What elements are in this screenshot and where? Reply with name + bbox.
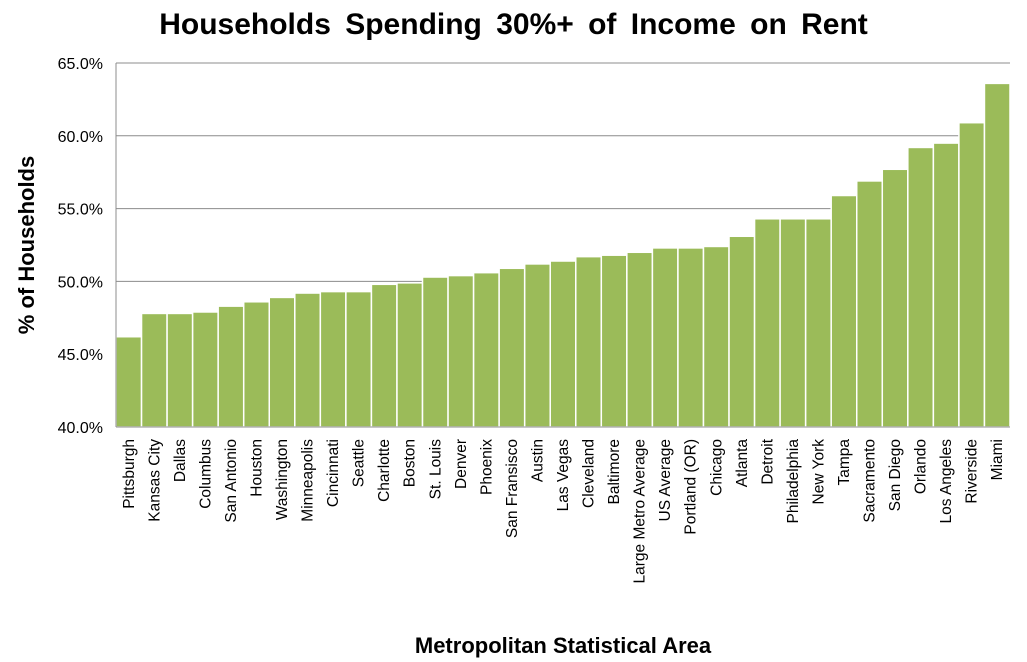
x-category-label: San Diego xyxy=(887,439,904,511)
bar xyxy=(907,146,935,428)
x-category-label: Pittsburgh xyxy=(121,439,138,509)
x-category-label: Detroit xyxy=(759,438,776,484)
x-category-label: Los Angeles xyxy=(938,439,955,524)
y-tick-label: 40.0% xyxy=(58,420,103,437)
bar xyxy=(217,305,245,428)
bar xyxy=(983,82,1011,428)
x-category-label: Large Metro Average xyxy=(632,439,649,583)
bar xyxy=(447,274,475,428)
x-category-label: Seattle xyxy=(351,439,368,487)
bar xyxy=(345,290,373,428)
bar xyxy=(242,301,271,428)
x-category-label: Denver xyxy=(453,439,470,489)
y-tick-label: 65.0% xyxy=(58,56,103,73)
bar xyxy=(421,276,449,428)
bar xyxy=(115,335,143,428)
bar xyxy=(779,218,807,428)
bar xyxy=(549,260,577,428)
x-category-label: Miami xyxy=(989,439,1006,480)
bar xyxy=(268,296,296,428)
x-category-label: Tampa xyxy=(836,439,853,486)
chart-title: Households Spending 30%+ of Income on Re… xyxy=(159,8,868,41)
x-category-label: Dallas xyxy=(172,439,189,482)
x-category-label: Philadelphia xyxy=(785,439,802,524)
x-category-label: Boston xyxy=(402,439,419,487)
x-category-label: Atlanta xyxy=(734,439,751,488)
x-category-label: US Average xyxy=(657,439,674,521)
x-axis-categories: Pittsburgh Kansas City Dallas Columbus San A… xyxy=(121,438,1006,583)
x-axis-title: Metropolitan Statistical Area xyxy=(415,633,712,658)
x-category-label: Minneapolis xyxy=(300,439,317,522)
x-category-label: San Antonio xyxy=(223,439,240,523)
x-category-label: Washington xyxy=(274,439,291,520)
bar xyxy=(575,255,603,428)
x-category-label: Cleveland xyxy=(581,439,598,508)
bar xyxy=(370,283,398,428)
bar xyxy=(958,121,986,428)
bar xyxy=(804,218,832,428)
y-tick-label: 45.0% xyxy=(58,347,103,364)
bar xyxy=(753,218,781,428)
y-axis-title: % of Households xyxy=(14,156,39,334)
x-category-label: Kansas City xyxy=(146,439,163,522)
x-category-label: Sacramento xyxy=(862,439,879,523)
y-tick-label: 55.0% xyxy=(58,202,103,219)
bar xyxy=(651,247,679,428)
bar xyxy=(677,247,705,428)
bar xyxy=(702,245,730,428)
x-category-label: Las Vegas xyxy=(555,439,572,512)
bar xyxy=(881,168,909,428)
x-category-label: Houston xyxy=(248,439,265,497)
bar xyxy=(626,251,654,428)
x-category-label: Cincinnati xyxy=(325,439,342,507)
bar xyxy=(523,263,551,428)
x-category-label: Charlotte xyxy=(376,439,393,502)
x-category-label: Baltimore xyxy=(606,439,623,504)
bar xyxy=(396,282,424,428)
x-category-label: Columbus xyxy=(197,439,214,509)
x-category-label: Portland (OR) xyxy=(683,439,700,535)
x-category-label: St. Louis xyxy=(427,439,444,500)
x-category-label: New York xyxy=(810,439,827,505)
y-axis-ticks: 40.0% 45.0% 50.0% 55.0% 60.0% 65.0% xyxy=(58,56,103,437)
x-category-label: Riverside xyxy=(964,439,981,504)
bar xyxy=(932,142,960,428)
x-category-label: Chicago xyxy=(708,439,725,496)
bar xyxy=(294,292,322,428)
x-category-label: Phoenix xyxy=(478,439,495,495)
bar xyxy=(140,312,168,428)
bar xyxy=(472,271,500,428)
x-category-label: Orlando xyxy=(913,439,930,494)
bar xyxy=(855,180,884,428)
bar xyxy=(830,194,858,428)
bars xyxy=(115,82,1011,428)
y-tick-label: 60.0% xyxy=(58,129,103,146)
bar xyxy=(498,267,526,428)
bar xyxy=(728,235,756,428)
bar xyxy=(319,290,347,428)
x-category-label: Austin xyxy=(529,439,546,482)
y-tick-label: 50.0% xyxy=(58,274,103,291)
bar xyxy=(600,254,628,428)
x-category-label: San Fransisco xyxy=(504,439,521,538)
bar xyxy=(166,312,194,428)
bar xyxy=(191,311,219,428)
